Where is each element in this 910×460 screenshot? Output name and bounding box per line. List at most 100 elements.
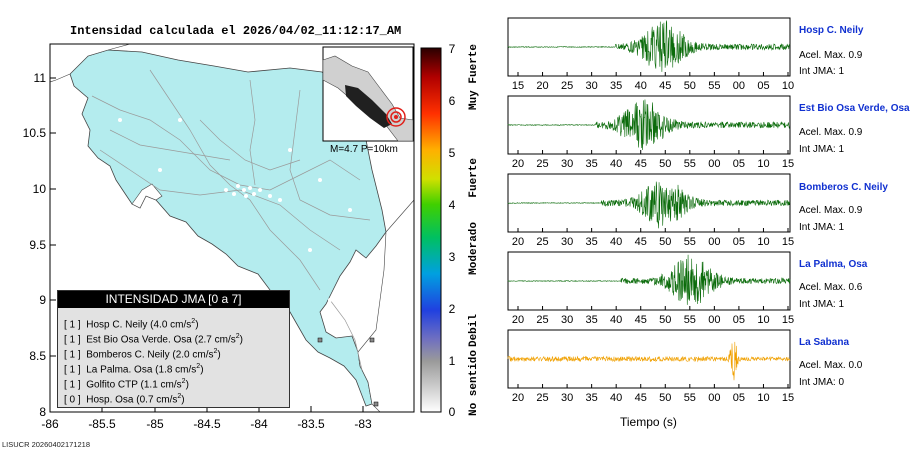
station-name: Bomberos C. Neily	[799, 182, 888, 193]
station-name: Hosp C. Neily	[799, 25, 864, 36]
scale-word-muy-fuerte: Muy Fuerte	[468, 44, 480, 111]
lat-tick: 9.5	[29, 238, 46, 252]
time-tick-label: 50	[659, 314, 671, 326]
time-tick-label: 25	[536, 158, 548, 170]
station-int: Int JMA: 1	[799, 66, 845, 77]
time-tick-label: 25	[536, 236, 548, 248]
time-tick-label: 15	[782, 392, 794, 404]
time-tick-label: 10	[782, 80, 794, 92]
time-tick-label: 55	[684, 236, 696, 248]
time-tick-label: 40	[635, 80, 647, 92]
inset-map: M=4.7 P=10km	[322, 46, 414, 155]
station-int: Int JMA: 1	[799, 299, 845, 310]
station-int: Int JMA: 1	[799, 144, 845, 155]
time-tick-label: 35	[586, 392, 598, 404]
time-tick-label: 50	[659, 236, 671, 248]
time-tick-label: 45	[635, 236, 647, 248]
time-tick-label: 15	[782, 314, 794, 326]
lat-tick: 10	[33, 182, 47, 196]
time-tick-label: 15	[512, 80, 524, 92]
time-tick-label: 40	[610, 392, 622, 404]
time-tick-label: 05	[733, 236, 745, 248]
seismogram-panels: 15 20 25 30 35 40 45 50 55 00 05 10 20 25 30 35 40 45 50 55…	[507, 17, 794, 404]
road-network	[91, 69, 371, 371]
time-tick-label: 55	[684, 314, 696, 326]
seismogram-trace	[507, 254, 791, 305]
scale-word-moderado: Moderado	[468, 222, 480, 275]
inset-magnitude-label: M=4.7 P=10km	[330, 144, 398, 155]
time-tick-label: 10	[757, 158, 769, 170]
epicenter-icon	[386, 107, 406, 127]
scale-number: 2	[449, 302, 456, 316]
time-tick-label: 10	[757, 314, 769, 326]
station-int: Int JMA: 1	[799, 222, 845, 233]
time-tick-label: 00	[708, 236, 720, 248]
station-acel: Acel. Max. 0.9	[799, 50, 863, 61]
time-axis-label: Tiempo (s)	[620, 415, 677, 429]
time-tick-label: 50	[659, 392, 671, 404]
lat-tick: 8	[39, 405, 46, 419]
scale-number: 1	[449, 354, 456, 368]
lat-tick: 10.5	[23, 126, 47, 140]
time-tick-label: 55	[684, 158, 696, 170]
lon-tick: -84.5	[193, 417, 221, 431]
time-tick-label: 40	[610, 236, 622, 248]
time-tick-label: 00	[708, 392, 720, 404]
scale-word-debil: Debil	[468, 314, 480, 348]
map-title: Intensidad calculada el 2026/04/02_11:12…	[70, 24, 402, 38]
legend-item: [ 1 ] Golfito CTP (1.1 cm/s2)	[64, 378, 189, 391]
intensity-legend: INTENSIDAD JMA [0 a 7] [ 1 ] Hosp C. Nei…	[57, 290, 290, 408]
time-tick-label: 50	[684, 80, 696, 92]
time-tick-label: 05	[733, 314, 745, 326]
legend-item: [ 0 ] Hosp. Osa (0.7 cm/s2)	[64, 393, 185, 406]
time-tick-label: 20	[536, 80, 548, 92]
costa-rica-land	[69, 49, 387, 407]
legend-item: [ 1 ] La Palma. Osa (1.8 cm/s2)	[64, 363, 204, 376]
lon-tick: -83	[354, 417, 372, 431]
time-tick-label: 45	[635, 392, 647, 404]
time-tick-label: 50	[659, 158, 671, 170]
seismogram-trace	[507, 341, 791, 381]
time-tick-label: 00	[708, 158, 720, 170]
time-tick-label: 40	[610, 314, 622, 326]
time-tick-label: 20	[512, 158, 524, 170]
scale-number: 0	[449, 405, 456, 419]
time-tick-label: 55	[708, 80, 720, 92]
time-tick-label: 05	[733, 392, 745, 404]
seismogram-trace	[507, 99, 791, 151]
time-tick-label: 45	[635, 158, 647, 170]
time-tick-label: 25	[561, 80, 573, 92]
station-acel: Acel. Max. 0.0	[799, 360, 863, 371]
time-tick-label: 25	[536, 314, 548, 326]
time-tick-label: 30	[561, 392, 573, 404]
scale-number: 7	[449, 42, 456, 56]
time-tick-label: 40	[610, 158, 622, 170]
time-tick-label: 00	[708, 314, 720, 326]
scale-number: 3	[449, 250, 456, 264]
station-int: Int JMA: 0	[799, 377, 845, 388]
seismogram-trace	[507, 181, 791, 229]
scale-number: 6	[449, 94, 456, 108]
watermark-label: LISUCR 20260402171218	[2, 440, 90, 449]
time-tick-label: 10	[757, 236, 769, 248]
time-tick-label: 10	[757, 392, 769, 404]
time-tick-label: 30	[561, 158, 573, 170]
station-acel: Acel. Max. 0.9	[799, 205, 863, 216]
station-acel: Acel. Max. 0.6	[799, 282, 863, 293]
legend-item: [ 1 ] Bomberos C. Neily (2.0 cm/s2)	[64, 348, 221, 361]
time-tick-label: 35	[610, 80, 622, 92]
time-tick-label: 05	[757, 80, 769, 92]
lon-tick: -85.5	[88, 417, 116, 431]
time-tick-label: 05	[733, 158, 745, 170]
lon-tick: -85	[146, 417, 164, 431]
time-tick-label: 20	[512, 392, 524, 404]
scale-word-no-sentido: No sentido	[468, 350, 480, 417]
time-tick-label: 45	[659, 80, 671, 92]
time-tick-label: 35	[586, 158, 598, 170]
station-acel: Acel. Max. 0.9	[799, 127, 863, 138]
time-tick-label: 20	[512, 314, 524, 326]
time-tick-label: 55	[684, 392, 696, 404]
time-tick-label: 15	[782, 236, 794, 248]
time-tick-label: 30	[561, 236, 573, 248]
